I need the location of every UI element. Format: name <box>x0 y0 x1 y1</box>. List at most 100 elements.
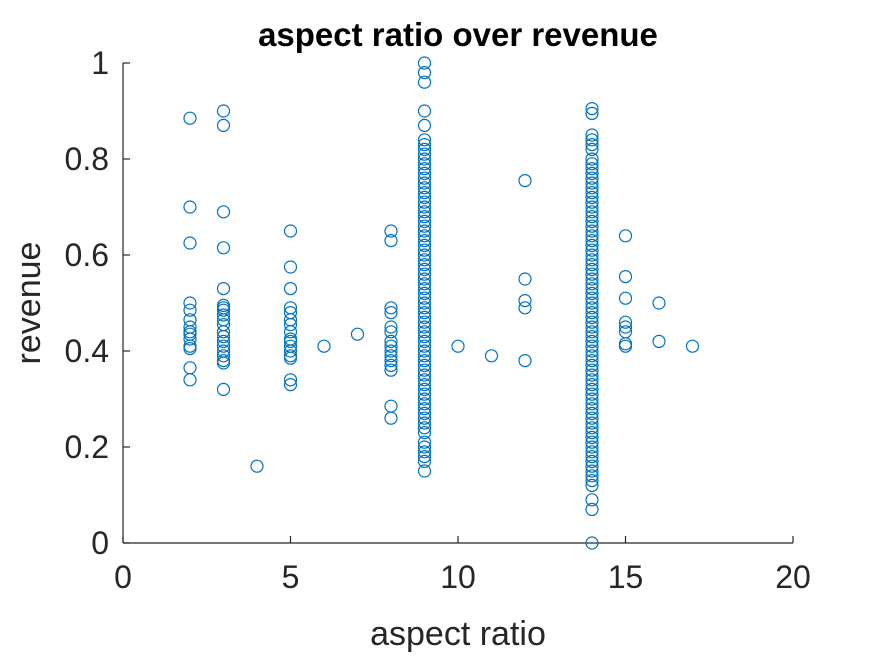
scatter-point <box>417 445 432 459</box>
axes <box>122 63 793 544</box>
scatter-point <box>585 430 599 444</box>
scatter-point <box>417 426 432 440</box>
scatter-point <box>585 296 599 310</box>
scatter-point <box>216 330 231 344</box>
scatter-point <box>417 363 432 377</box>
scatter-point <box>585 368 599 382</box>
scatter-point <box>216 334 231 348</box>
scatter-point <box>384 411 398 425</box>
scatter-point <box>417 210 432 224</box>
scatter-point <box>417 334 432 348</box>
scatter-point <box>585 162 599 176</box>
scatter-point <box>417 277 432 291</box>
scatter-point <box>585 210 599 224</box>
x-tick-label: 5 <box>282 559 300 595</box>
scatter-point <box>417 138 432 152</box>
scatter-point <box>417 387 432 401</box>
y-tick-label: 1 <box>91 45 109 81</box>
scatter-point <box>585 243 599 257</box>
scatter-point <box>283 351 298 365</box>
scatter-point <box>216 325 231 339</box>
scatter-point <box>417 440 432 454</box>
x-tick-label: 20 <box>775 559 811 595</box>
scatter-point <box>585 277 599 291</box>
scatter-point <box>250 459 264 473</box>
x-tick-label: 15 <box>608 559 644 595</box>
scatter-point <box>384 399 398 413</box>
scatter-point <box>585 142 599 156</box>
scatter-point <box>585 382 599 396</box>
scatter-point <box>585 358 599 372</box>
scatter-point <box>652 296 666 310</box>
scatter-point <box>417 310 432 324</box>
scatter-point <box>417 219 432 233</box>
scatter-point <box>618 337 633 351</box>
scatter-point <box>384 334 398 348</box>
scatter-point <box>585 406 599 420</box>
y-tick-label: 0.8 <box>65 141 109 177</box>
scatter-point <box>652 334 666 348</box>
scatter-point <box>585 286 599 300</box>
scatter-point <box>417 282 432 296</box>
scatter-point <box>585 339 599 353</box>
scatter-point <box>585 363 599 377</box>
y-ticks: 0 0.2 0.4 0.6 0.8 1 <box>65 45 130 561</box>
scatter-point <box>585 426 599 440</box>
scatter-point <box>417 286 432 300</box>
scatter-point <box>585 454 599 468</box>
scatter-point <box>685 339 700 353</box>
scatter-point <box>216 104 231 118</box>
scatter-point <box>384 320 398 334</box>
scatter-point <box>417 296 432 310</box>
scatter-point <box>417 349 432 363</box>
scatter-point <box>417 142 432 156</box>
scatter-point <box>417 306 432 320</box>
y-tick-label: 0 <box>91 525 109 561</box>
scatter-point <box>216 303 231 317</box>
scatter-point <box>417 258 432 272</box>
scatter-point <box>317 339 331 353</box>
scatter-point <box>417 238 432 252</box>
scatter-point <box>585 354 599 368</box>
scatter-point <box>417 262 432 276</box>
scatter-point <box>216 339 231 353</box>
scatter-point <box>518 272 532 286</box>
scatter-point <box>417 454 432 468</box>
scatter-point <box>216 241 231 255</box>
scatter-point <box>417 186 432 200</box>
scatter-point <box>417 373 432 387</box>
scatter-point <box>585 320 599 334</box>
scatter-point <box>417 397 432 411</box>
scatter-point <box>283 260 298 274</box>
scatter-point <box>183 236 197 250</box>
scatter-point <box>585 272 599 286</box>
scatter-point <box>585 200 599 214</box>
scatter-point <box>585 435 599 449</box>
scatter-point <box>417 104 432 118</box>
scatter-point <box>283 344 298 358</box>
scatter-point <box>384 339 398 353</box>
scatter-point <box>585 421 599 435</box>
scatter-point <box>283 224 298 238</box>
scatter-point <box>585 224 599 238</box>
scatter-point <box>417 320 432 334</box>
scatter-point <box>417 229 432 243</box>
scatter-point <box>585 349 599 363</box>
scatter-point <box>216 118 231 133</box>
scatter-point <box>417 157 432 171</box>
scatter-point <box>350 327 365 341</box>
scatter-point <box>417 171 432 185</box>
scatter-point <box>283 325 298 339</box>
scatter-point <box>417 243 432 257</box>
scatter-point <box>585 445 599 459</box>
scatter-point <box>585 310 599 324</box>
scatter-point <box>384 354 398 368</box>
scatter-point <box>384 363 398 377</box>
scatter-point <box>585 464 599 478</box>
scatter-point <box>384 224 398 238</box>
scatter-point <box>417 416 432 430</box>
scatter-point <box>585 101 599 116</box>
y-axis-label: revenue <box>10 242 48 365</box>
scatter-point <box>585 344 599 358</box>
scatter-point <box>585 248 599 262</box>
